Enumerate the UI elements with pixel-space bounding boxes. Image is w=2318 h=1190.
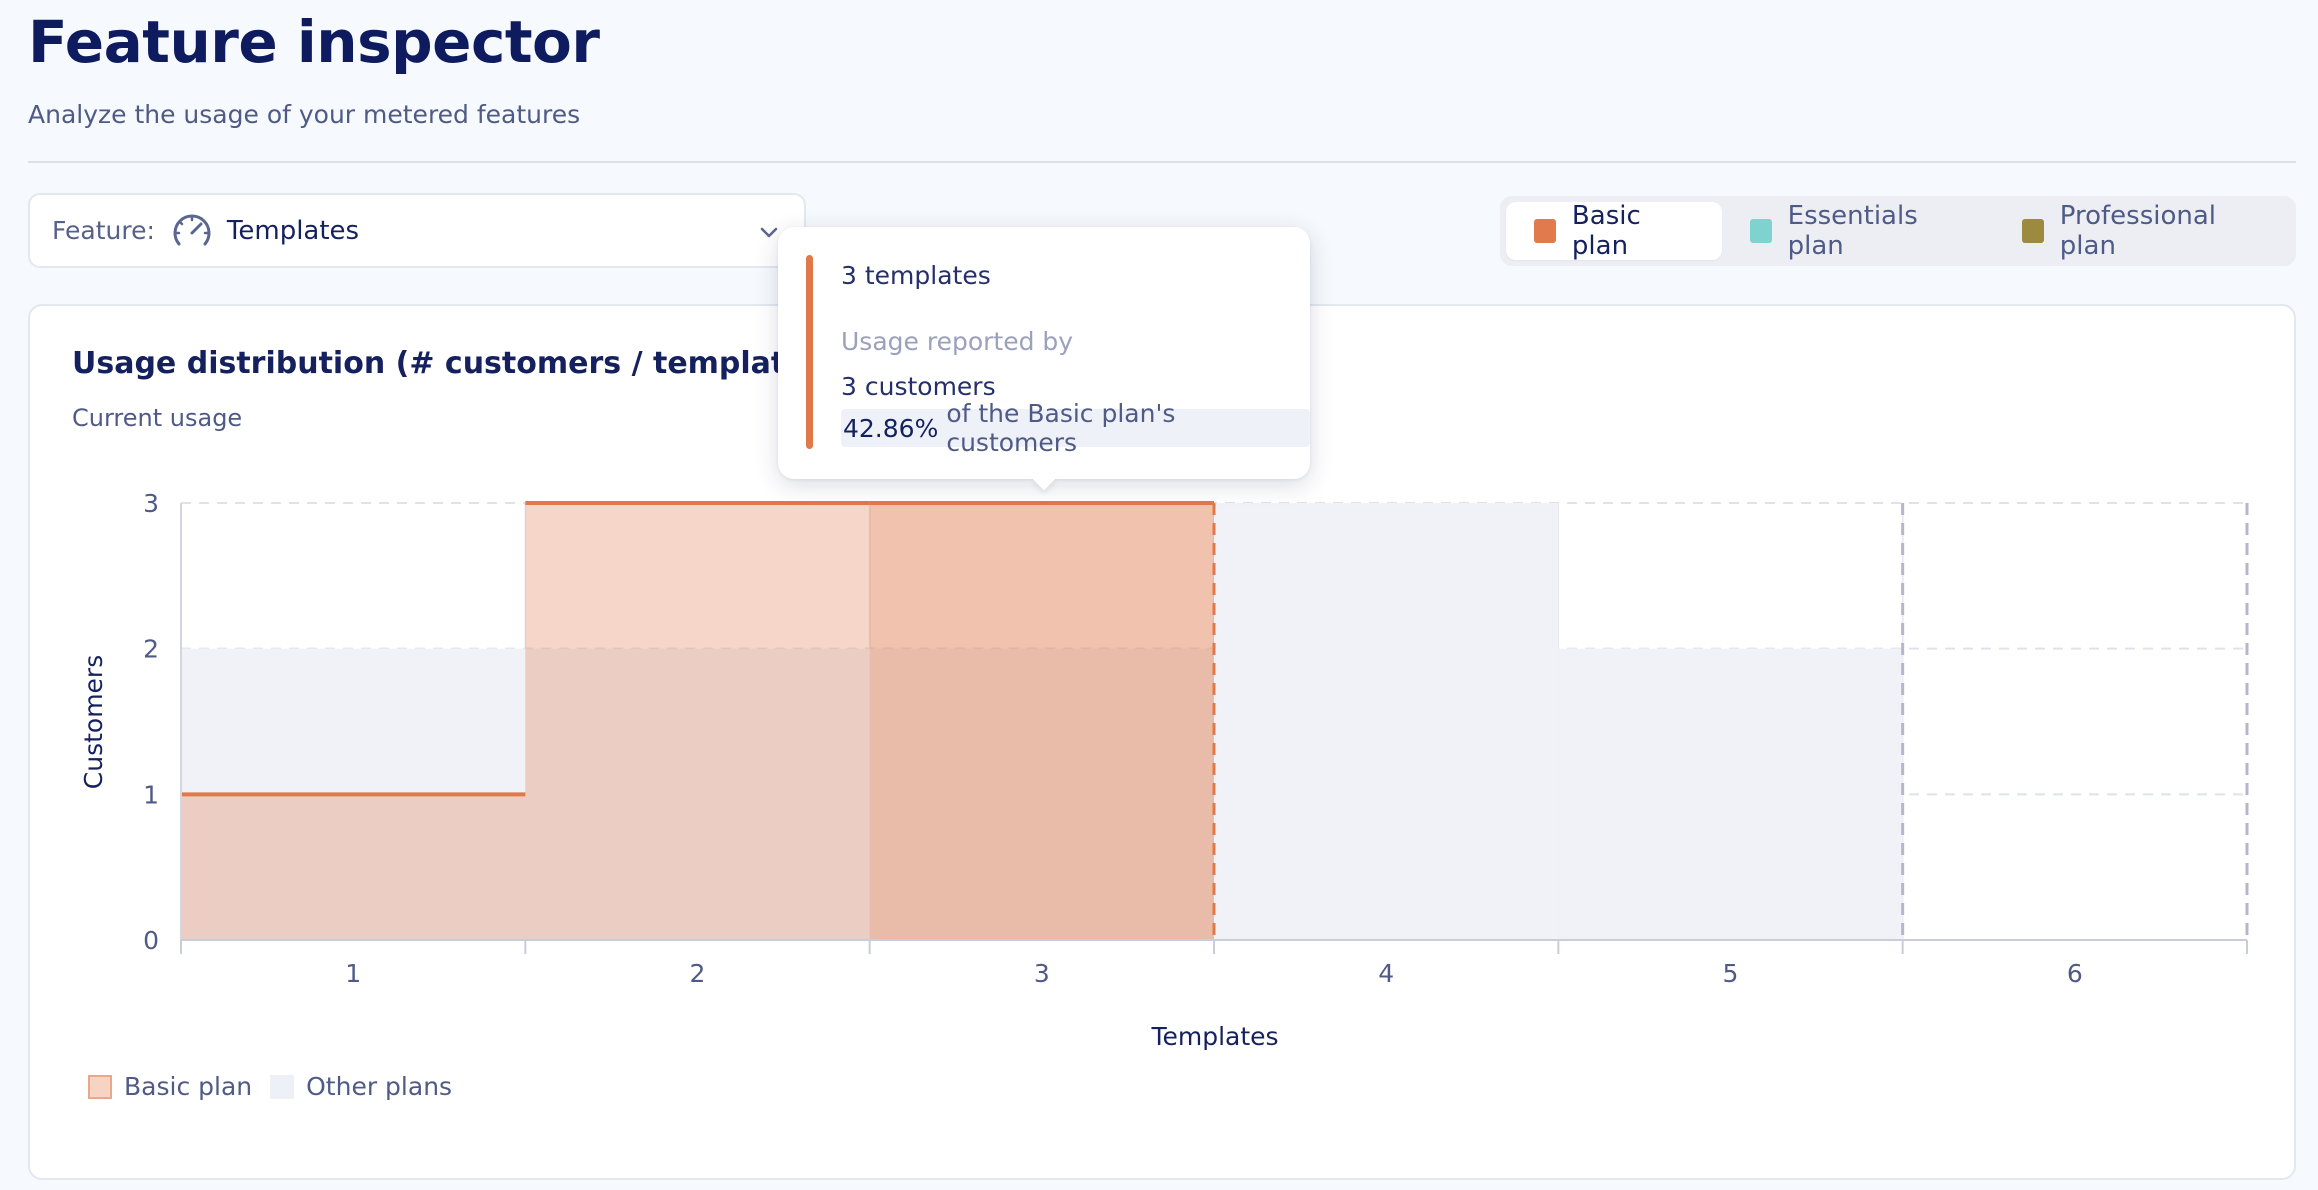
legend-label: Basic plan (124, 1072, 253, 1101)
x-tick-label: 6 (2067, 959, 2083, 988)
bar-other-plans (525, 648, 870, 940)
tab-label: Essentials plan (1787, 201, 1918, 261)
header-divider (28, 161, 2296, 163)
tab-label: Basic plan (1571, 201, 1641, 261)
page-subtitle: Analyze the usage of your metered featur… (28, 100, 581, 129)
legend-item-other-plans[interactable]: Other plans (270, 1072, 452, 1101)
essentials-plan-swatch (1749, 219, 1772, 243)
x-tick-label: 2 (690, 959, 706, 988)
page-title: Feature inspector (28, 8, 600, 76)
y-tick-label: 3 (143, 489, 159, 518)
legend-swatch-other (270, 1074, 295, 1099)
tab-professional-plan[interactable]: Professional plan (1994, 201, 2290, 261)
x-tick-label: 4 (1378, 959, 1394, 988)
tooltip-usage-caption: Usage reported by (841, 327, 1074, 356)
bar-basic-plan (869, 503, 1214, 940)
gauge-icon (173, 214, 211, 245)
tooltip-percent: 42.86% (843, 413, 939, 443)
y-tick-label: 1 (143, 780, 159, 809)
chart-title: Usage distribution (# customers / templa… (72, 346, 838, 381)
y-tick-label: 2 (143, 635, 159, 664)
feature-select-value: Templates (226, 215, 360, 246)
tooltip-color-bar (806, 255, 813, 449)
basic-plan-swatch (1534, 219, 1556, 243)
bar-other-plans (869, 648, 1214, 940)
feature-select-label: Feature: (52, 216, 155, 245)
x-tick-label: 5 (1723, 959, 1739, 988)
bar-other-plans (1558, 648, 1903, 940)
bar-basic-plan (525, 503, 870, 940)
y-tick-label: 0 (143, 926, 159, 955)
bar-basic-plan (181, 794, 526, 940)
professional-plan-swatch (2021, 219, 2044, 243)
chart-tooltip: 3 templates Usage reported by 3 customer… (778, 227, 1310, 491)
x-axis-title: Templates (1150, 1022, 1278, 1051)
legend-swatch-basic (88, 1074, 112, 1099)
y-axis-title: Customers (79, 655, 108, 789)
plan-tabs: Basic plan Essentials plan Professional … (1500, 196, 2296, 266)
legend-item-basic-plan[interactable]: Basic plan (88, 1072, 252, 1101)
feature-select[interactable]: Feature: Templates (28, 193, 806, 268)
tab-basic-plan[interactable]: Basic plan (1506, 201, 1722, 261)
tab-label: Professional plan (2059, 201, 2217, 261)
tooltip-share-text: of the Basic plan's customers (946, 399, 1176, 457)
chart-subtitle: Current usage (72, 404, 243, 432)
bar-other-plans (1214, 503, 1559, 940)
tooltip-share: 42.86% of the Basic plan's customers (841, 399, 1310, 457)
tooltip-templates: 3 templates (841, 261, 991, 290)
x-tick-label: 1 (345, 959, 361, 988)
chart-legend: Basic plan Other plans (88, 1072, 470, 1101)
tab-essentials-plan[interactable]: Essentials plan (1722, 201, 1994, 261)
chevron-down-icon (760, 227, 778, 238)
tooltip-customers: 3 customers (841, 372, 996, 401)
x-tick-label: 3 (1034, 959, 1050, 988)
legend-label: Other plans (306, 1072, 453, 1101)
